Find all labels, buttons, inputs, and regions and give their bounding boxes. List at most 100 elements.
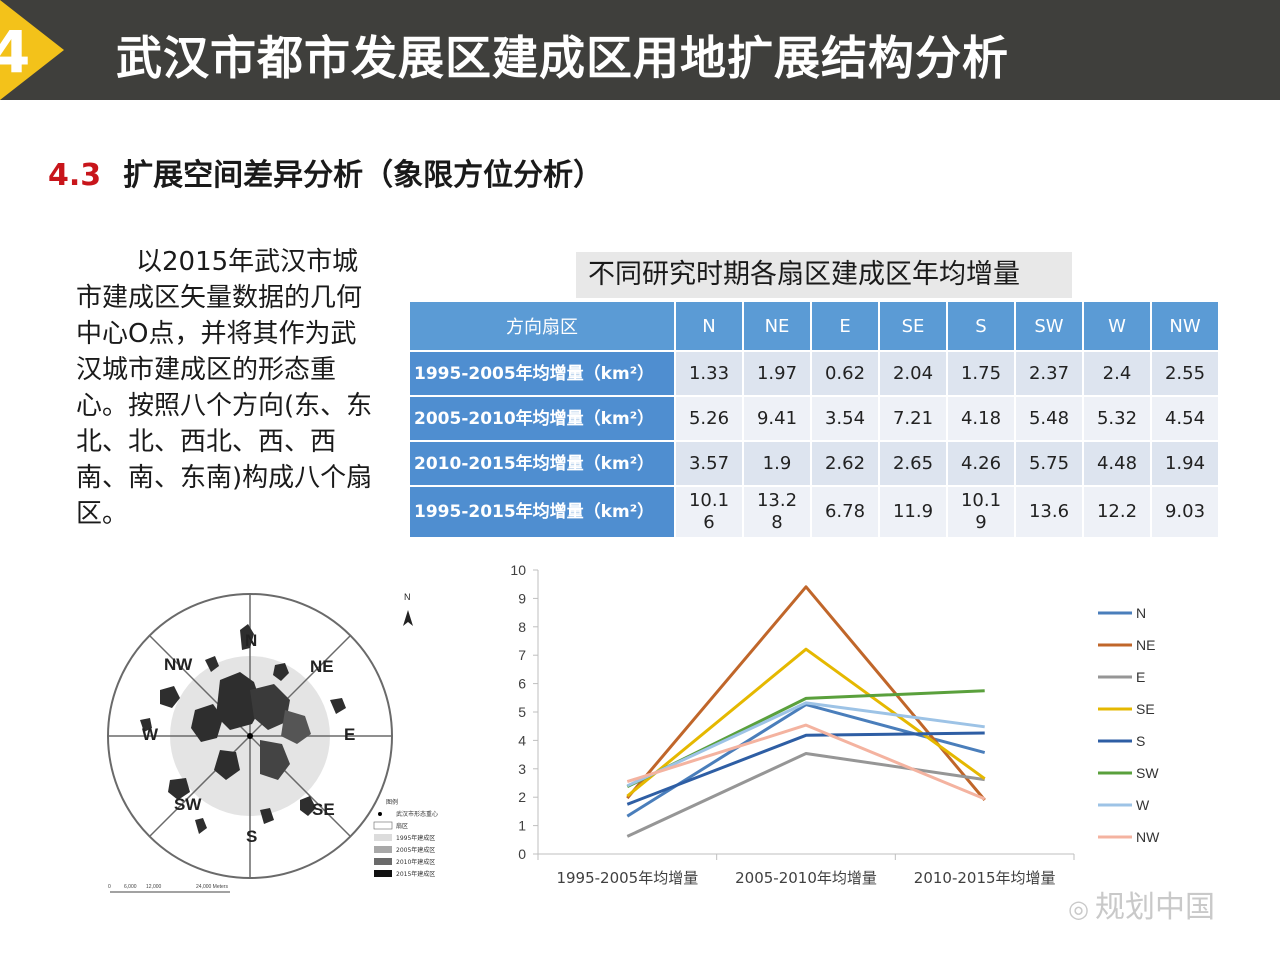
- legend-label: SE: [1136, 701, 1155, 717]
- sector-label: E: [344, 725, 355, 744]
- table-cell: 5.26: [676, 397, 742, 440]
- y-tick-label: 2: [518, 789, 526, 805]
- table-cell: 3.54: [812, 397, 878, 440]
- subtitle-number: 4.3: [48, 158, 102, 193]
- column-header: SE: [880, 302, 946, 350]
- table-cell: 1.75: [948, 352, 1014, 395]
- legend-label: NW: [1136, 829, 1160, 845]
- table-cell: 9.41: [744, 397, 810, 440]
- map-legend: 图例 武汉市形态重心 扇区 1995年建成区 2005年建成区 2010年建成区…: [373, 798, 438, 878]
- table-cell: 6.78: [812, 487, 878, 537]
- sector-map: N NE E SE S SW W NW N 图例 武汉市形态重心 扇区 1995…: [107, 592, 438, 893]
- y-tick-label: 9: [518, 590, 526, 606]
- series-line-nw: [626, 723, 986, 801]
- x-tick-label: 2010-2015年均增量: [914, 869, 1056, 887]
- table-cell: 13.2 8: [744, 487, 810, 537]
- y-tick-label: 8: [518, 619, 526, 635]
- legend-label: SW: [1136, 765, 1159, 781]
- table-cell: 5.32: [1084, 397, 1150, 440]
- sector-label: W: [142, 725, 159, 744]
- legend-label: W: [1136, 797, 1150, 813]
- scale-label: 6,000: [124, 884, 137, 890]
- table-corner-header: 方向扇区: [410, 302, 674, 350]
- y-tick-label: 3: [518, 761, 526, 777]
- table-title: 不同研究时期各扇区建成区年均增量: [576, 252, 1072, 298]
- series-line-w: [626, 701, 985, 788]
- table-cell: 1.97: [744, 352, 810, 395]
- section-subtitle: 4.3 扩展空间差异分析（象限方位分析）: [48, 150, 603, 194]
- y-tick-label: 5: [518, 704, 526, 720]
- x-tick-label: 2005-2010年均增量: [735, 869, 877, 887]
- page-title: 武汉市都市发展区建成区用地扩展结构分析: [116, 31, 1009, 85]
- row-header: 1995-2005年均增量（km²）: [410, 352, 674, 395]
- sector-label: NW: [164, 655, 193, 674]
- column-header: E: [812, 302, 878, 350]
- legend-item: 扇区: [396, 822, 408, 830]
- scale-label: 0: [108, 884, 111, 890]
- table-cell: 9.03: [1152, 487, 1218, 537]
- legend-label: S: [1136, 733, 1145, 749]
- table-cell: 2.62: [812, 442, 878, 485]
- table-cell: 1.94: [1152, 442, 1218, 485]
- sector-label: SW: [174, 795, 202, 814]
- legend-label: N: [1136, 605, 1146, 621]
- x-tick-label: 1995-2005年均增量: [556, 869, 698, 887]
- table-cell: 5.48: [1016, 397, 1082, 440]
- series-line-se: [626, 647, 986, 798]
- table-cell: 10.1 6: [676, 487, 742, 537]
- sector-label: N: [245, 631, 257, 650]
- row-header: 2010-2015年均增量（km²）: [410, 442, 674, 485]
- table-cell: 5.75: [1016, 442, 1082, 485]
- sector-label: NE: [310, 657, 334, 676]
- legend-title: 图例: [386, 798, 398, 806]
- centroid-marker: [247, 733, 253, 739]
- table-cell: 11.9: [880, 487, 946, 537]
- subtitle-text: 扩展空间差异分析（象限方位分析）: [123, 158, 604, 193]
- table-row: 1995-2005年均增量（km²） 1.33 1.97 0.62 2.04 1.75 2.…: [410, 352, 1218, 395]
- legend-item: 2015年建成区: [396, 870, 435, 878]
- sector-label: S: [246, 827, 257, 846]
- series-line-ne: [626, 585, 986, 801]
- table-cell: 4.18: [948, 397, 1014, 440]
- table-header-row: 方向扇区 N NE E SE S SW W NW: [410, 302, 1218, 350]
- legend-item: 2005年建成区: [396, 846, 435, 854]
- series-line-s: [626, 731, 985, 806]
- header-bar: 4 武汉市都市发展区建成区用地扩展结构分析: [0, 0, 1280, 100]
- north-label: N: [404, 592, 411, 602]
- description-text: 以2015年武汉市城市建成区矢量数据的几何中心O点，并将其作为武汉城市建成区的形…: [76, 247, 373, 529]
- y-tick-label: 6: [518, 676, 526, 692]
- y-tick-label: 10: [510, 562, 526, 578]
- table-cell: 3.57: [676, 442, 742, 485]
- watermark: ◎ 规划中国: [1068, 882, 1215, 926]
- built-up-patches: [140, 624, 346, 834]
- legend-label: NE: [1136, 637, 1155, 653]
- north-arrow-icon: N: [403, 592, 413, 626]
- table-cell: 7.21: [880, 397, 946, 440]
- table-cell: 0.62: [812, 352, 878, 395]
- line-chart: 0 1 2 3 4 5 6 7 8 9 10 1995-2005年均增量 2005-2010年均增量 20…: [510, 562, 1160, 887]
- table-cell: 2.37: [1016, 352, 1082, 395]
- row-header: 2005-2010年均增量（km²）: [410, 397, 674, 440]
- table-cell: 2.65: [880, 442, 946, 485]
- y-tick-label: 1: [518, 818, 526, 834]
- map-scale-bar: 0 6,000 12,000 24,000 Meters: [108, 884, 230, 893]
- table-cell: 4.54: [1152, 397, 1218, 440]
- table-cell: 2.04: [880, 352, 946, 395]
- y-tick-label: 4: [518, 732, 526, 748]
- series-line-e: [626, 752, 985, 838]
- table-cell: 12.2: [1084, 487, 1150, 537]
- column-header: N: [676, 302, 742, 350]
- table-cell: 2.55: [1152, 352, 1218, 395]
- wechat-icon: ◎: [1068, 895, 1089, 923]
- table-cell: 4.26: [948, 442, 1014, 485]
- scale-label: 12,000: [146, 884, 162, 890]
- table-row: 2005-2010年均增量（km²） 5.26 9.41 3.54 7.21 4.18 5.…: [410, 397, 1218, 440]
- section-number: 4: [0, 18, 31, 86]
- legend-label: E: [1136, 669, 1145, 685]
- table-cell: 2.4: [1084, 352, 1150, 395]
- legend-item: 2010年建成区: [396, 858, 435, 866]
- table-cell: 13.6: [1016, 487, 1082, 537]
- increment-table: 方向扇区 N NE E SE S SW W NW 1995-2005年均增量（k…: [408, 300, 1220, 539]
- sector-label: SE: [312, 800, 335, 819]
- table-cell: 1.9: [744, 442, 810, 485]
